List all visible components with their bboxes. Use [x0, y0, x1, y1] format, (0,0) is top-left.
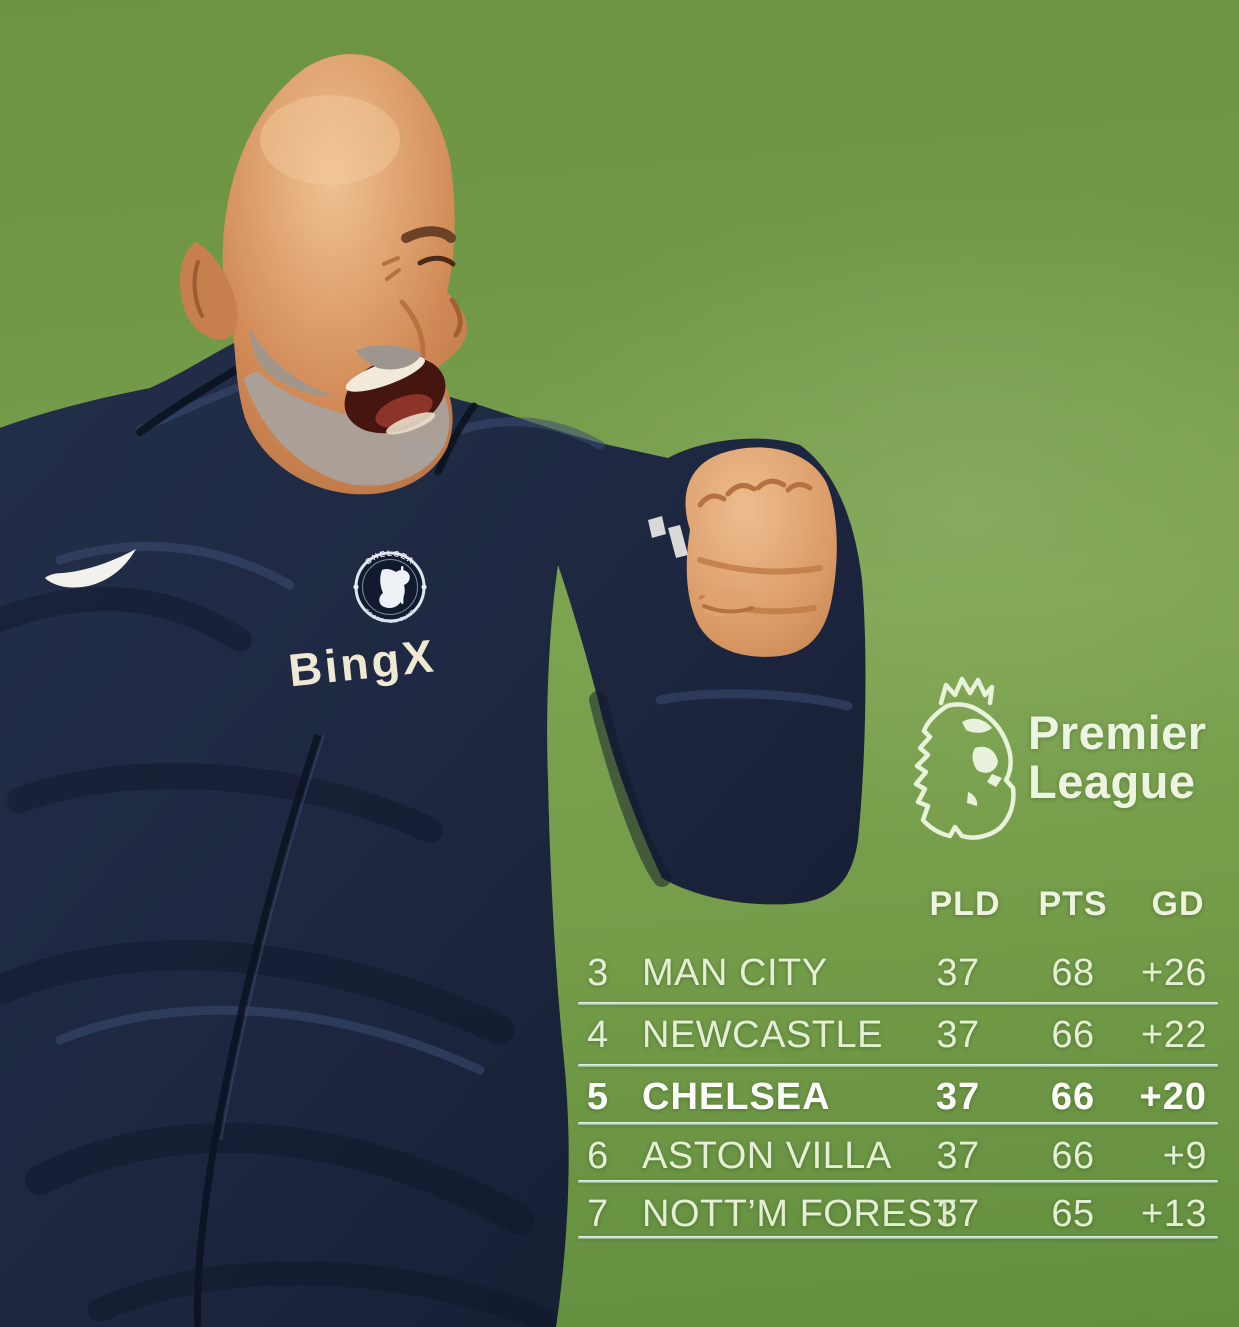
squinting-eye: [417, 255, 456, 267]
row-played: 37: [935, 1076, 981, 1118]
table-row: 4 NEWCASTLE 37 66 +22: [0, 1012, 1239, 1058]
row-played: 37: [936, 952, 980, 994]
row-goal-difference: +20: [1139, 1076, 1207, 1118]
row-team: NEWCASTLE: [642, 1014, 883, 1056]
row-points: 66: [1051, 1014, 1095, 1056]
row-position: 4: [587, 1014, 609, 1056]
chelsea-badge: CHELSEA FOOTBALL CLUB: [353, 549, 427, 625]
nose: [449, 297, 463, 338]
forehead-highlight: [260, 95, 400, 185]
lion-crown: [938, 676, 995, 706]
eyebrow: [401, 226, 456, 243]
row-points: 65: [1051, 1193, 1095, 1235]
row-goal-difference: +26: [1141, 952, 1207, 994]
row-points: 66: [1050, 1076, 1096, 1118]
raised-fist: [685, 447, 837, 657]
row-points: 68: [1051, 952, 1095, 994]
row-points: 66: [1051, 1135, 1095, 1177]
column-header-gd: GD: [1151, 885, 1205, 923]
manager-head: [180, 53, 468, 495]
row-played: 37: [936, 1193, 980, 1235]
row-position: 5: [586, 1076, 610, 1118]
premier-league-line1: Premier: [1028, 706, 1207, 759]
row-separator: [578, 1122, 1218, 1125]
row-team: MAN CITY: [642, 952, 828, 994]
table-row-highlighted: 5 CHELSEA 37 66 +20: [0, 1074, 1239, 1120]
row-team: ASTON VILLA: [642, 1135, 892, 1177]
premier-league-line2: League: [1028, 755, 1196, 808]
ear: [180, 242, 238, 340]
column-header-pld: PLD: [929, 885, 1001, 923]
mustache: [356, 345, 422, 370]
chin-beard: [398, 438, 440, 466]
badge-lion: [379, 566, 410, 608]
beard: [244, 372, 450, 486]
table-row: 7 NOTT’M FOREST 37 65 +13: [0, 1191, 1239, 1237]
row-position: 3: [587, 952, 609, 994]
premier-league-lion-logo: [913, 676, 1016, 840]
row-goal-difference: +22: [1141, 1014, 1207, 1056]
row-team: CHELSEA: [642, 1076, 831, 1118]
lion-head-outline: [913, 702, 1016, 840]
row-separator: [578, 1002, 1218, 1005]
row-position: 7: [587, 1193, 609, 1235]
table-row: 3 MAN CITY 37 68 +26: [0, 950, 1239, 996]
premier-league-wordmark: Premier League: [1028, 708, 1207, 806]
knuckles: [697, 478, 813, 508]
row-played: 37: [936, 1014, 980, 1056]
puffer-jacket: CHELSEA FOOTBALL CLUB BingX: [0, 330, 866, 1327]
row-separator: [578, 1064, 1218, 1067]
row-separator: [578, 1180, 1218, 1183]
lion-face: [962, 718, 1002, 806]
jacket-zip: [194, 733, 325, 1327]
row-played: 37: [936, 1135, 980, 1177]
nike-swoosh-logo: [45, 549, 136, 588]
row-goal-difference: +13: [1141, 1193, 1207, 1235]
row-team: NOTT’M FOREST: [642, 1193, 957, 1235]
table-row: 6 ASTON VILLA 37 66 +9: [0, 1133, 1239, 1179]
column-header-pts: PTS: [1038, 885, 1108, 923]
row-position: 6: [587, 1135, 609, 1177]
row-goal-difference: +9: [1162, 1135, 1207, 1177]
row-separator: [578, 1236, 1218, 1239]
